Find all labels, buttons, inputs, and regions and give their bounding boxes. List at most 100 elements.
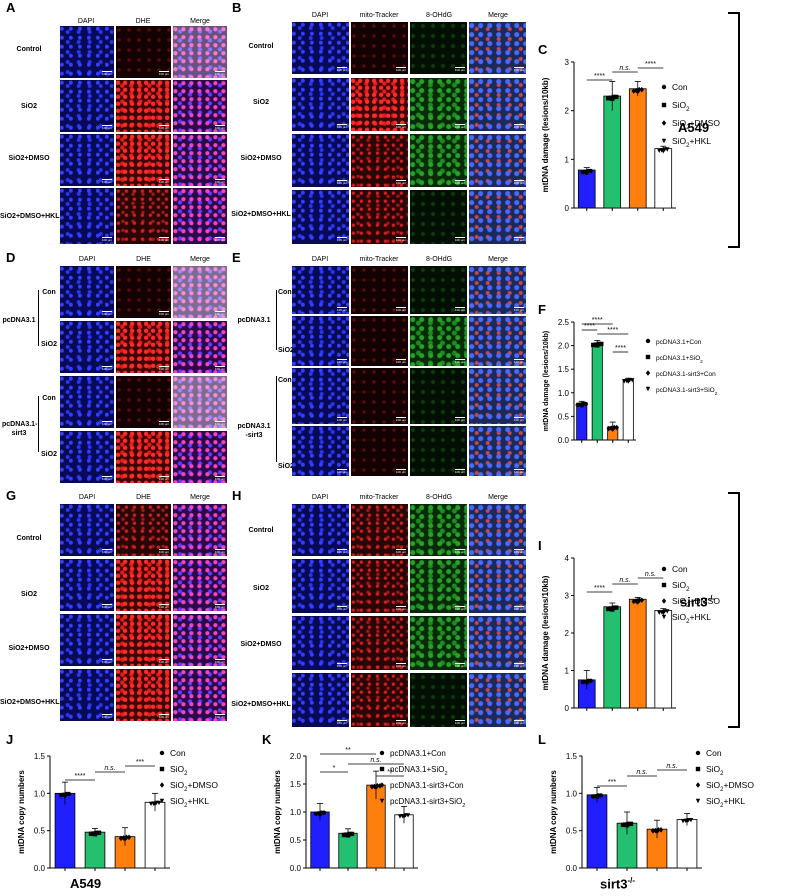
chart-f: mtDNA damage (lesions/10kb) 0.0 0.5 1.0 1.5 2… <box>543 317 718 445</box>
scale-bar: 100 μm <box>158 179 169 184</box>
data-point <box>626 379 631 384</box>
legend-subscript: 2 <box>720 771 723 777</box>
legend-entry: SiO2 <box>170 764 187 777</box>
row-label-sio2-dmso: SiO2+DMSO <box>240 641 282 648</box>
scale-bar: 100 μm <box>513 663 524 668</box>
y-tick-label: 1.0 <box>566 789 578 798</box>
legend-suffix: +HKL <box>723 796 745 806</box>
scale-bar: 100 μm <box>513 417 524 422</box>
micrograph: 100 μm <box>292 559 349 613</box>
y-tick-label: 0 <box>565 204 570 213</box>
micrograph: 100 μm <box>116 376 171 428</box>
y-tick-label: 4 <box>565 554 570 563</box>
micrograph: 100 μm <box>60 266 114 318</box>
data-point <box>96 830 102 836</box>
legend-subscript: 2 <box>700 359 703 364</box>
legend-entry: pcDNA3.1-sirt3+SiO2 <box>656 387 718 396</box>
y-tick-label: 2.5 <box>558 318 570 327</box>
legend-marker <box>159 766 165 772</box>
scale-bar: 100 μm <box>158 476 169 481</box>
group-bracket <box>276 376 277 462</box>
micrograph: 100 μm <box>173 80 227 132</box>
legend-entry: pcDNA3.1+Con <box>656 339 702 346</box>
data-point <box>624 823 630 828</box>
panel-label-c: C <box>538 42 548 57</box>
scale-bar: 100 μm <box>454 359 465 364</box>
legend-marker <box>379 782 385 788</box>
data-point <box>610 96 615 101</box>
legend-subscript: 2 <box>686 619 689 625</box>
scale-bar: 100 μm <box>158 366 169 371</box>
data-point <box>650 828 656 834</box>
side-label-a549: A549 <box>678 120 710 135</box>
header-dhe: DHE <box>135 18 151 25</box>
scale-bar: 100 μm <box>454 549 465 554</box>
micrograph: 100 μm <box>116 504 171 556</box>
row-label-sio2-dmso-hkl: SiO2+DMSO+HKL <box>231 211 291 218</box>
micrograph: 100 μm <box>292 368 349 424</box>
scale-bar: 100 μm <box>101 311 112 316</box>
group-bracket <box>38 290 39 346</box>
micrograph: 100 μm <box>410 559 467 613</box>
scale-bar: 100 μm <box>454 237 465 242</box>
legend-subscript: 2 <box>444 771 447 777</box>
scale-bar: 100 μm <box>395 307 406 312</box>
legend-marker <box>661 84 667 90</box>
header-mito-tracker: mito-Tracker <box>359 12 399 19</box>
micrograph: 100 μm <box>60 376 114 428</box>
header-dapi: DAPI <box>78 494 96 501</box>
micrograph: 100 μm <box>351 616 408 670</box>
data-point <box>62 793 68 798</box>
data-point <box>579 403 584 408</box>
legend-entry: Con <box>706 748 722 758</box>
significance-label: ** <box>345 747 351 754</box>
micrograph: 100 μm <box>173 188 227 244</box>
data-point <box>631 598 636 605</box>
micrograph: 100 μm <box>469 616 526 670</box>
header-8-ohdg: 8-OHdG <box>425 12 453 19</box>
scale-bar: 100 μm <box>454 124 465 129</box>
micrograph: 100 μm <box>116 26 171 78</box>
chart-k: mtDNA copy numbers0.00.51.01.52.0***n.s.… <box>273 747 465 873</box>
legend-marker <box>661 566 667 572</box>
data-point <box>401 814 407 820</box>
scale-bar: 100 μm <box>513 307 524 312</box>
micrograph: 100 μm <box>292 673 349 727</box>
y-tick-label: 2.0 <box>558 342 570 351</box>
chart-l: mtDNA copy numbers 0.0 0.5 1.0 1.5 *** n.s. n.s… <box>549 748 754 873</box>
legend-subscript: 2 <box>686 143 689 149</box>
micrograph: 100 μm <box>173 321 227 373</box>
data-point <box>665 147 670 152</box>
scale-bar: 100 μm <box>336 359 347 364</box>
legend-marker <box>159 782 165 788</box>
micrograph: 100 μm <box>292 426 349 476</box>
y-tick-label: 1.0 <box>34 789 46 798</box>
significance-label: n.s. <box>636 769 647 776</box>
scale-bar: 100 μm <box>395 67 406 72</box>
y-tick-label: 1.5 <box>290 780 302 789</box>
header-dapi: DAPI <box>77 18 95 25</box>
data-point <box>635 599 640 605</box>
scale-bar: 100 μm <box>158 125 169 130</box>
legend-suffix: +DMSO <box>723 780 754 790</box>
data-point <box>405 813 411 818</box>
bar <box>603 95 622 209</box>
micrograph: 100 μm <box>116 134 171 186</box>
legend-suffix: +HKL <box>689 136 711 146</box>
header-dapi: DAPI <box>311 494 329 501</box>
scale-bar: 100 μm <box>214 237 225 242</box>
legend-marker <box>661 598 667 604</box>
y-tick-label: 1.0 <box>558 389 570 398</box>
chart-j: mtDNA copy numbers 0.0 0.5 1.0 1.5 **** n.s. **… <box>17 748 218 873</box>
scale-bar: 100 μm <box>454 720 465 725</box>
data-point <box>661 611 666 616</box>
significance-label: n.s. <box>370 757 381 764</box>
legend-entry: SiO2+DMSO <box>170 780 218 793</box>
panel-label-i: I <box>538 538 542 553</box>
micrograph: 100 μm <box>292 504 349 556</box>
micrograph: 100 μm <box>351 426 408 476</box>
scale-bar: 100 μm <box>336 237 347 242</box>
micrograph: 100 μm <box>351 673 408 727</box>
data-point <box>584 680 589 685</box>
micrograph: 100 μm <box>351 22 408 74</box>
